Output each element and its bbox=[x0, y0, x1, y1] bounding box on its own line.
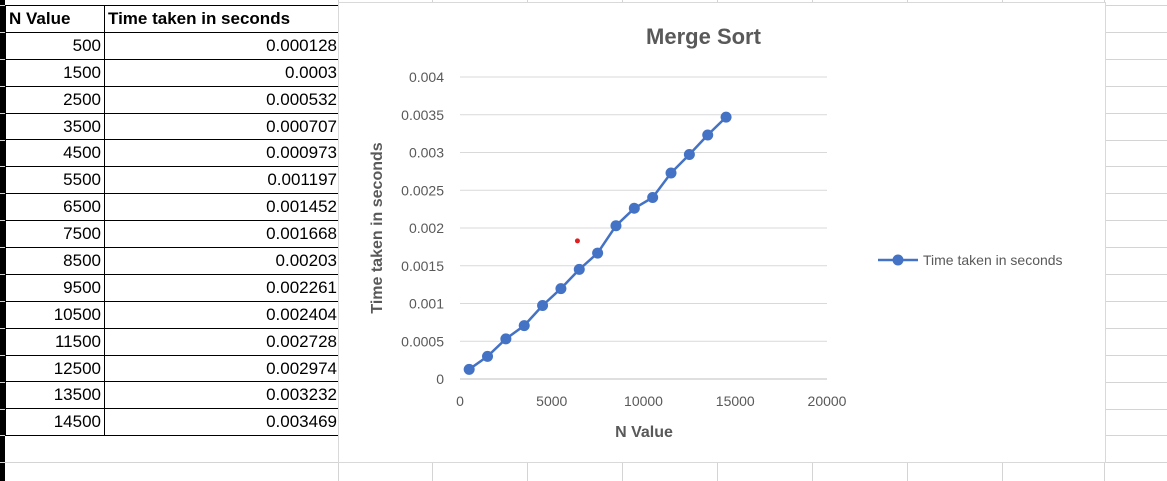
cell-n-value[interactable]: 2500 bbox=[5, 85, 105, 114]
cell-time-taken[interactable]: 0.000128 bbox=[104, 31, 341, 60]
x-axis-label: N Value bbox=[615, 424, 673, 441]
cell-n-value[interactable]: 8500 bbox=[5, 247, 105, 275]
y-tick-label: 0.0035 bbox=[401, 107, 444, 123]
header-time-taken[interactable]: Time taken in seconds bbox=[104, 5, 341, 33]
table-row: 8500 0.00203 bbox=[5, 247, 341, 275]
y-tick-label: 0.0015 bbox=[401, 258, 444, 274]
data-point bbox=[628, 202, 640, 214]
y-tick-label: 0 bbox=[436, 371, 444, 387]
cell-time-taken[interactable]: 0.002974 bbox=[104, 354, 341, 383]
x-tick-label: 10000 bbox=[624, 393, 663, 409]
cell-n-value[interactable]: 12500 bbox=[5, 354, 105, 383]
cell-n-value[interactable]: 1500 bbox=[5, 58, 105, 87]
table-row: 6500 0.001452 bbox=[5, 193, 341, 222]
cell-time-taken[interactable]: 0.002261 bbox=[104, 273, 341, 302]
data-point bbox=[463, 363, 475, 375]
cell-time-taken[interactable]: 0.002404 bbox=[104, 300, 341, 329]
y-tick-label: 0.003 bbox=[409, 145, 444, 161]
y-axis-label: Time taken in seconds bbox=[369, 142, 386, 313]
window-edge bbox=[0, 0, 5, 481]
data-point bbox=[482, 350, 494, 362]
table-body: 500 0.000128 1500 0.0003 2500 0.000532 3500 0.0… bbox=[5, 31, 341, 437]
x-tick-label: 15000 bbox=[716, 393, 755, 409]
table-row: 4500 0.000973 bbox=[5, 139, 341, 168]
cell-n-value[interactable]: 10500 bbox=[5, 300, 105, 329]
y-tick-label: 0.001 bbox=[409, 296, 444, 312]
table-row: 13500 0.003232 bbox=[5, 381, 341, 410]
table-row: 1500 0.0003 bbox=[5, 58, 341, 87]
y-tick-label: 0.004 bbox=[409, 69, 444, 85]
annotation-dot bbox=[574, 238, 580, 244]
cell-time-taken[interactable]: 0.001452 bbox=[104, 193, 341, 222]
table-row: 5500 0.001197 bbox=[5, 166, 341, 195]
data-point bbox=[610, 220, 622, 232]
merge-sort-chart[interactable]: 0 0.0005 0.001 0.0015 0.002 0.0025 0.003 0.0035… bbox=[338, 2, 1106, 463]
table-row: 12500 0.002974 bbox=[5, 354, 341, 383]
cell-n-value[interactable]: 5500 bbox=[5, 166, 105, 195]
data-point bbox=[500, 333, 512, 345]
data-point bbox=[518, 320, 530, 332]
y-tick-label: 0.002 bbox=[409, 220, 444, 236]
data-point bbox=[683, 148, 695, 160]
cell-n-value[interactable]: 13500 bbox=[5, 381, 105, 410]
cell-time-taken[interactable]: 0.002728 bbox=[104, 327, 341, 356]
data-point bbox=[647, 191, 659, 203]
table-row: 11500 0.002728 bbox=[5, 327, 341, 356]
table-row: 9500 0.002261 bbox=[5, 273, 341, 302]
cell-n-value[interactable]: 7500 bbox=[5, 220, 105, 249]
table-row: 14500 0.003469 bbox=[5, 408, 341, 437]
cell-n-value[interactable]: 4500 bbox=[5, 139, 105, 168]
table-row: 2500 0.000532 bbox=[5, 85, 341, 114]
cell-time-taken[interactable]: 0.000707 bbox=[104, 112, 341, 141]
cell-time-taken[interactable]: 0.001668 bbox=[104, 220, 341, 249]
legend-label: Time taken in seconds bbox=[923, 252, 1063, 268]
cell-time-taken[interactable]: 0.0003 bbox=[104, 58, 341, 87]
table-row: 3500 0.000707 bbox=[5, 112, 341, 141]
x-tick-label: 5000 bbox=[536, 393, 567, 409]
legend-marker-swatch bbox=[892, 254, 904, 266]
cell-time-taken[interactable]: 0.000973 bbox=[104, 139, 341, 168]
cell-n-value[interactable]: 11500 bbox=[5, 327, 105, 356]
x-tick-label: 20000 bbox=[808, 393, 847, 409]
cell-n-value[interactable]: 6500 bbox=[5, 193, 105, 222]
cell-time-taken[interactable]: 0.000532 bbox=[104, 85, 341, 114]
cell-time-taken[interactable]: 0.003232 bbox=[104, 381, 341, 410]
data-point bbox=[720, 111, 732, 123]
data-table: N Value Time taken in seconds 500 0.00012… bbox=[5, 5, 341, 437]
y-tick-label: 0.0005 bbox=[401, 333, 444, 349]
data-point bbox=[592, 247, 604, 259]
table-row: 500 0.000128 bbox=[5, 31, 341, 60]
table-row: 10500 0.002404 bbox=[5, 300, 341, 329]
cell-time-taken[interactable]: 0.003469 bbox=[104, 408, 341, 437]
table-row: 7500 0.001668 bbox=[5, 220, 341, 249]
table-header-row: N Value Time taken in seconds bbox=[5, 5, 341, 33]
data-point bbox=[537, 300, 549, 312]
chart-area[interactable] bbox=[338, 2, 1106, 463]
data-point bbox=[665, 167, 677, 179]
chart-title: Merge Sort bbox=[646, 24, 762, 49]
cell-n-value[interactable]: 500 bbox=[5, 31, 105, 60]
data-point bbox=[573, 263, 585, 275]
cell-n-value[interactable]: 14500 bbox=[5, 408, 105, 437]
cell-n-value[interactable]: 3500 bbox=[5, 112, 105, 141]
data-point bbox=[555, 283, 567, 295]
cell-n-value[interactable]: 9500 bbox=[5, 273, 105, 302]
x-tick-label: 0 bbox=[456, 393, 464, 409]
cell-time-taken[interactable]: 0.00203 bbox=[104, 247, 341, 275]
data-point bbox=[702, 129, 714, 141]
header-n-value[interactable]: N Value bbox=[5, 5, 105, 33]
cell-time-taken[interactable]: 0.001197 bbox=[104, 166, 341, 195]
y-tick-label: 0.0025 bbox=[401, 182, 444, 198]
